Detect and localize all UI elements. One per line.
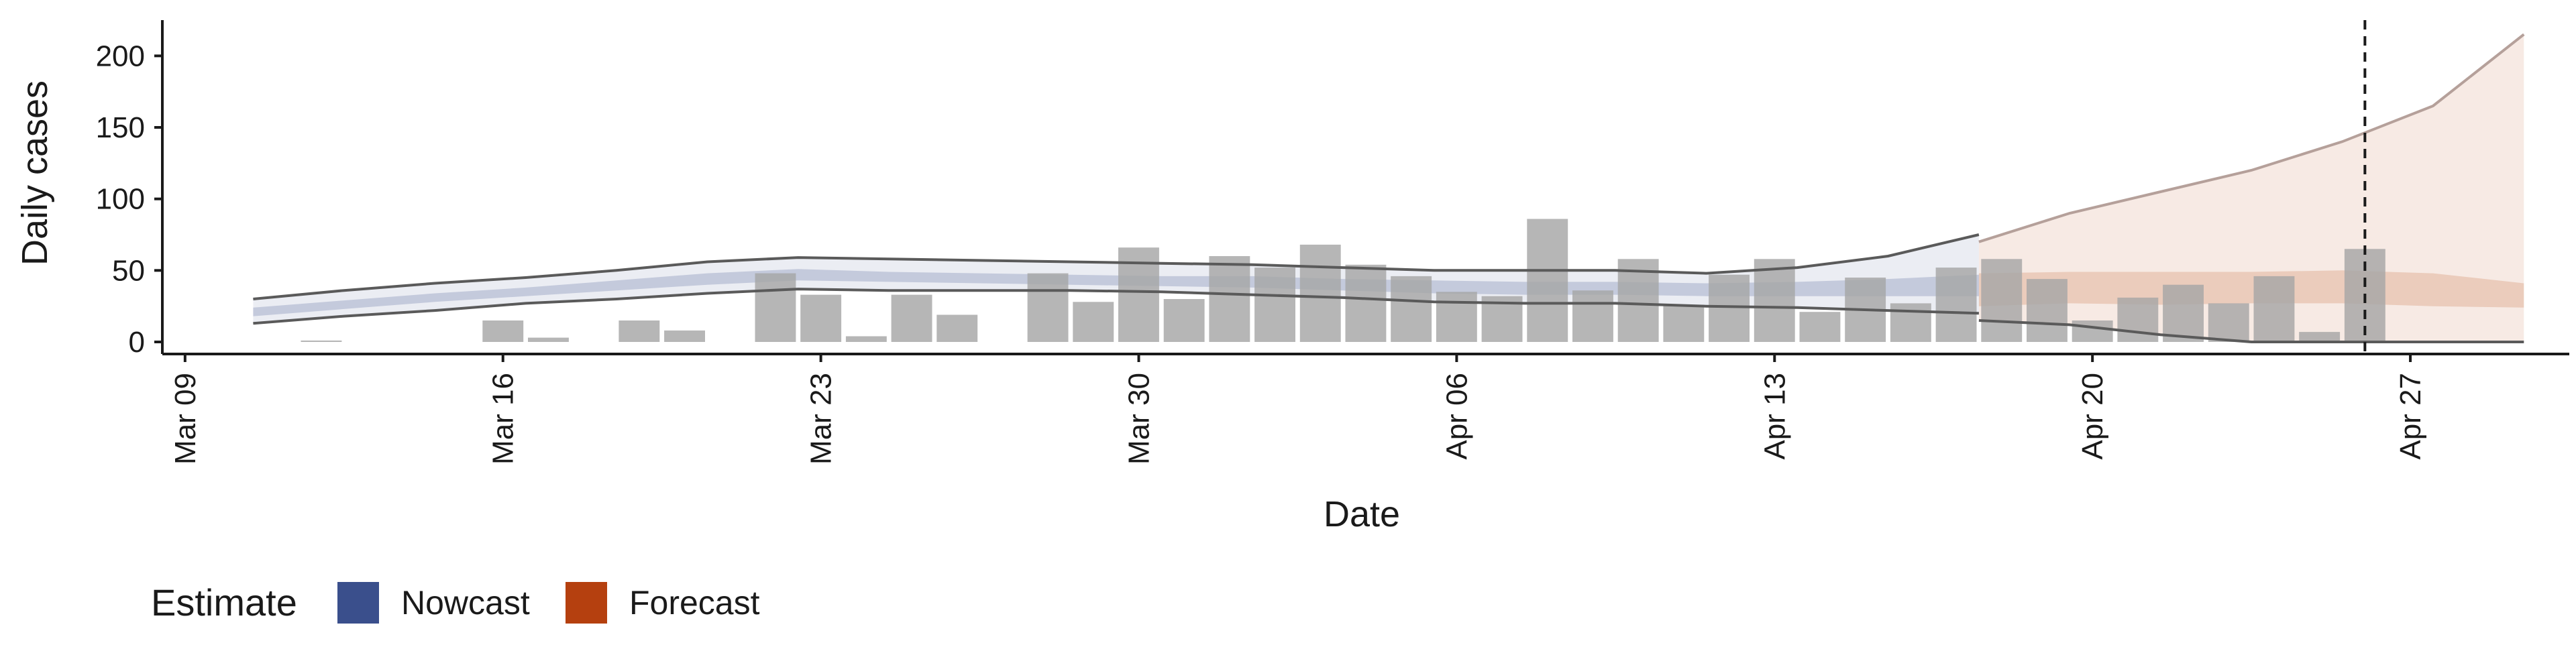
y-tick-label-50: 50 bbox=[112, 254, 145, 287]
bar-2020-04-24 bbox=[2253, 276, 2295, 342]
bar-2020-04-18 bbox=[1981, 259, 2023, 342]
bar-2020-04-20 bbox=[2072, 320, 2113, 342]
legend-swatch-forecast bbox=[566, 582, 607, 624]
bar-2020-03-16 bbox=[482, 320, 524, 342]
y-tick-label-100: 100 bbox=[96, 183, 145, 216]
bar-2020-03-29 bbox=[1073, 302, 1114, 342]
x-tick-label-2020-04-13: Apr 13 bbox=[1758, 373, 1791, 460]
nowcast-band-50 bbox=[253, 269, 1979, 316]
bar-2020-03-23 bbox=[800, 294, 842, 342]
bar-2020-04-25 bbox=[2299, 332, 2341, 342]
y-tick-label-150: 150 bbox=[96, 111, 145, 144]
bar-2020-04-01 bbox=[1209, 256, 1250, 342]
bar-2020-04-19 bbox=[2027, 279, 2068, 342]
bar-2020-04-11 bbox=[1663, 304, 1705, 342]
x-tick-label-2020-04-06: Apr 06 bbox=[1440, 373, 1473, 460]
bar-2020-04-03 bbox=[1299, 244, 1341, 342]
y-tick-label-200: 200 bbox=[96, 40, 145, 72]
y-tick-label-0: 0 bbox=[129, 326, 145, 359]
legend-label-nowcast: Nowcast bbox=[401, 584, 530, 622]
bar-2020-04-09 bbox=[1572, 290, 1613, 342]
bar-2020-03-31 bbox=[1163, 299, 1205, 342]
bar-2020-04-13 bbox=[1754, 259, 1795, 342]
x-tick-label-2020-03-16: Mar 16 bbox=[487, 373, 520, 465]
bar-2020-04-04 bbox=[1345, 264, 1387, 342]
bar-2020-04-02 bbox=[1254, 268, 1295, 342]
bar-2020-04-21 bbox=[2117, 297, 2159, 342]
x-tick-label-2020-03-23: Mar 23 bbox=[805, 373, 838, 465]
bar-2020-03-28 bbox=[1027, 273, 1069, 342]
nowcast-lower-line bbox=[253, 288, 1979, 325]
bar-2020-03-26 bbox=[936, 314, 978, 342]
bar-2020-04-12 bbox=[1709, 274, 1750, 342]
x-tick-label-2020-04-27: Apr 27 bbox=[2394, 373, 2427, 460]
interval-bound-lines bbox=[253, 33, 2525, 343]
nowcast-upper-line bbox=[253, 233, 1980, 300]
bar-2020-04-05 bbox=[1391, 276, 1432, 342]
bar-2020-04-23 bbox=[2208, 303, 2249, 342]
x-axis-ticks: Mar 09 Mar 16 Mar 23 Mar 30 Apr 06 Apr 13 Apr … bbox=[169, 354, 2427, 465]
bar-2020-04-16 bbox=[1890, 303, 1931, 342]
x-tick-label-2020-03-09: Mar 09 bbox=[169, 373, 202, 465]
forecast-band-50 bbox=[1978, 270, 2524, 308]
bar-2020-03-20 bbox=[664, 330, 705, 342]
bar-2020-04-06 bbox=[1436, 292, 1477, 342]
x-tick-label-2020-03-30: Mar 30 bbox=[1123, 373, 1156, 465]
legend: Estimate Nowcast Forecast bbox=[151, 581, 760, 624]
x-axis-title: Date bbox=[1324, 494, 1400, 534]
bar-2020-03-12 bbox=[301, 340, 342, 342]
reported-cases-bars bbox=[301, 219, 2385, 342]
forecast-upper-line bbox=[1978, 33, 2525, 243]
bar-2020-03-19 bbox=[619, 320, 660, 342]
bar-2020-03-17 bbox=[528, 337, 569, 342]
legend-title: Estimate bbox=[151, 581, 297, 624]
y-axis-title: Daily cases bbox=[15, 80, 55, 266]
bar-2020-04-22 bbox=[2163, 284, 2204, 342]
bar-2020-03-24 bbox=[845, 336, 887, 342]
bar-2020-04-17 bbox=[1935, 268, 1977, 342]
forecast-band-90 bbox=[1978, 34, 2524, 343]
legend-label-forecast: Forecast bbox=[629, 584, 760, 622]
y-axis-ticks: 0 50 100 150 200 bbox=[96, 40, 162, 359]
bar-2020-03-25 bbox=[891, 294, 932, 342]
legend-swatch-nowcast bbox=[337, 582, 379, 624]
axes bbox=[161, 20, 2569, 355]
bar-2020-03-22 bbox=[755, 273, 796, 342]
bar-2020-04-14 bbox=[1799, 312, 1841, 342]
x-tick-label-2020-04-20: Apr 20 bbox=[2076, 373, 2109, 460]
forecast-lower-line bbox=[1978, 319, 2524, 343]
bar-2020-04-08 bbox=[1527, 219, 1568, 342]
